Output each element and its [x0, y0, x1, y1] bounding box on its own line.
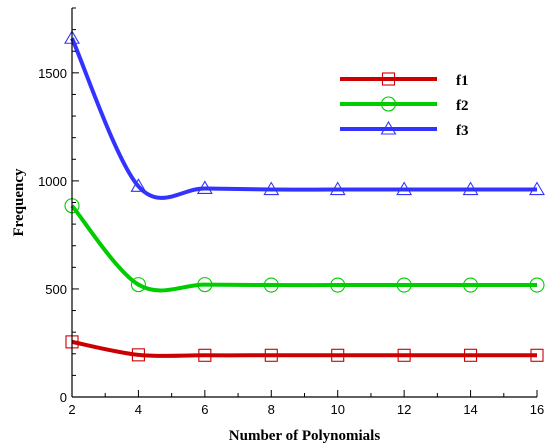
- y-axis-title: Frequency: [11, 168, 27, 237]
- data-point-f3: [263, 181, 280, 196]
- series-line-f2: [70, 204, 537, 293]
- data-point-f2: [396, 277, 412, 293]
- plot-area: [64, 30, 545, 362]
- data-point-f1: [331, 348, 345, 362]
- x-tick-label: 8: [268, 402, 275, 417]
- data-point-f2: [529, 277, 545, 293]
- legend: f1 f2 f3: [340, 72, 469, 139]
- data-point-f1: [131, 348, 145, 362]
- legend-marker: [380, 120, 397, 135]
- data-point-f3: [529, 181, 545, 196]
- x-tick-label: 4: [135, 402, 142, 417]
- legend-item-f3: f3: [340, 120, 469, 139]
- y-tick-label: 1000: [38, 174, 67, 189]
- x-tick-label: 2: [68, 402, 75, 417]
- data-point-f2: [197, 277, 213, 293]
- y-ticks: 0 500 1000 1500: [38, 7, 79, 405]
- legend-label: f1: [456, 73, 469, 89]
- data-point-f2: [263, 277, 279, 293]
- data-point-f1: [464, 348, 478, 362]
- data-point-f2: [130, 277, 146, 293]
- x-tick-label: 16: [530, 402, 544, 417]
- x-tick-label: 14: [463, 402, 477, 417]
- y-tick-label: 500: [45, 282, 67, 297]
- data-point-f1: [397, 348, 411, 362]
- legend-item-f1: f1: [340, 72, 469, 89]
- x-axis-title: Number of Polynomials: [229, 428, 381, 444]
- legend-label: f3: [456, 123, 469, 139]
- series-f2: [64, 198, 545, 293]
- legend-marker: [381, 72, 396, 86]
- data-point-f3: [196, 180, 213, 195]
- data-point-f3: [130, 178, 147, 192]
- x-tick-label: 6: [201, 402, 208, 417]
- x-tick-label: 12: [397, 402, 411, 417]
- data-point-f2: [330, 277, 346, 293]
- x-tick-label: 10: [330, 402, 344, 417]
- data-point-f3: [329, 181, 346, 196]
- legend-item-f2: f2: [340, 96, 469, 114]
- legend-label: f2: [456, 98, 469, 114]
- y-tick-label: 0: [60, 390, 67, 405]
- x-ticks: 2 4 6 8 10 12 14 16: [68, 390, 544, 417]
- series-line-f3: [70, 37, 537, 200]
- data-point-f3: [396, 181, 413, 196]
- legend-marker: [380, 96, 397, 112]
- data-point-f1: [264, 348, 278, 362]
- axes: [71, 8, 537, 398]
- data-point-f3: [462, 181, 479, 196]
- data-point-f2: [463, 277, 479, 293]
- series-f3: [64, 30, 545, 200]
- series-f1: [65, 335, 544, 362]
- data-point-f1: [530, 348, 544, 362]
- y-tick-label: 1500: [38, 66, 67, 81]
- data-point-f1: [198, 348, 212, 362]
